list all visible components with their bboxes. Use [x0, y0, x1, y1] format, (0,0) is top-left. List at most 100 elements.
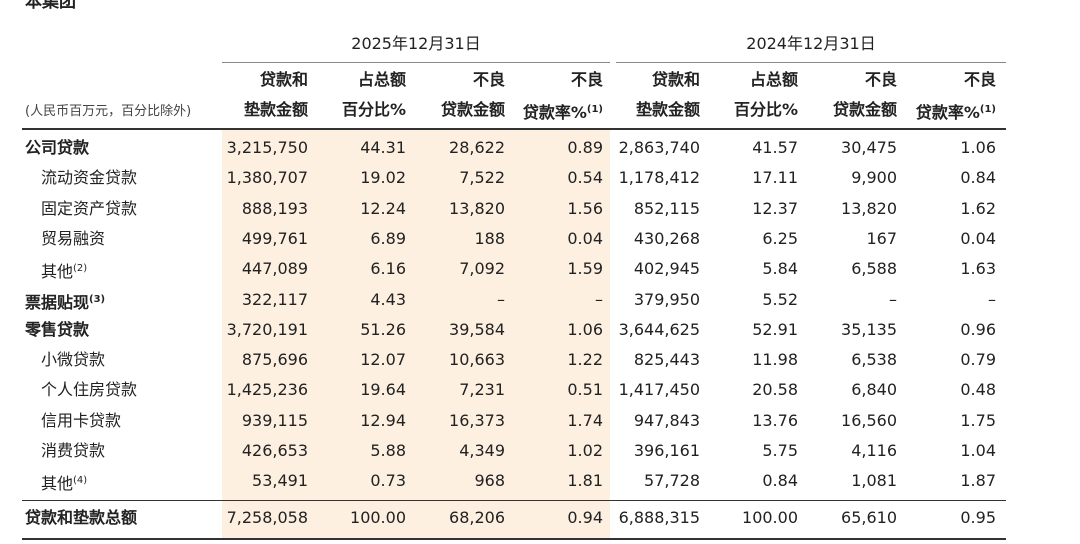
column-header-text: 贷款率%: [915, 103, 980, 122]
cell: 1.63: [960, 259, 996, 279]
column-header: 贷款金额: [395, 100, 505, 120]
column-header: 百分比%: [688, 100, 798, 120]
cell: 1,380,707: [226, 168, 308, 188]
row-label-text: 其他: [41, 262, 74, 282]
cell: 322,117: [241, 289, 308, 309]
cell: 16,373: [449, 410, 505, 430]
column-header: 垫款金额: [590, 100, 700, 120]
cell: 852,115: [633, 198, 700, 218]
cell: 1,417,450: [618, 380, 700, 400]
column-header-text: 不良: [864, 70, 897, 89]
column-header: 贷款和: [590, 70, 700, 90]
cell: 1.59: [567, 259, 603, 279]
cell: 1.56: [567, 198, 603, 218]
column-header: 百分比%: [296, 100, 406, 120]
cell: 402,945: [633, 259, 700, 279]
cell: 3,720,191: [226, 319, 308, 339]
cell: 41.57: [752, 138, 798, 157]
cell: 6.16: [370, 259, 406, 279]
cell: 1.06: [960, 138, 996, 157]
column-header-text: 百分比%: [733, 100, 798, 119]
cell: –: [595, 289, 603, 309]
cell: 12.07: [360, 350, 406, 370]
cell: 1.87: [960, 471, 996, 491]
footnote-ref: (4): [73, 475, 88, 487]
cell: 39,584: [449, 319, 505, 339]
row-label: 消费贷款: [41, 441, 105, 461]
column-header-text: 贷款和: [259, 70, 308, 89]
cell: 4.43: [370, 289, 406, 309]
cell: 0.94: [567, 508, 603, 527]
cell: 51.26: [360, 319, 406, 339]
row-label-text: 公司贷款: [25, 138, 90, 157]
cell: 825,443: [633, 350, 700, 370]
row-label: 其他(4): [41, 471, 87, 494]
cell: 499,761: [241, 228, 308, 248]
column-header-text: 占总额: [357, 70, 406, 89]
cell: 1.04: [960, 441, 996, 460]
cell: 939,115: [241, 410, 308, 430]
row-label: 贷款和垫款总额: [25, 508, 137, 528]
column-header-text: 不良: [472, 70, 505, 89]
cell: 53,491: [252, 471, 308, 491]
column-header: 贷款金额: [787, 100, 897, 120]
cell: 379,950: [633, 289, 700, 309]
row-label: 其他(2): [41, 259, 87, 282]
cell: 0.04: [960, 228, 996, 248]
cell: 1.06: [567, 319, 603, 339]
cell: 1,081: [851, 471, 897, 491]
cell: 0.84: [960, 168, 996, 188]
cell: 1,178,412: [618, 168, 700, 188]
cell: 0.54: [567, 168, 603, 188]
column-header: 不良: [493, 70, 603, 90]
cell: 875,696: [241, 350, 308, 370]
column-header-text: 垫款金额: [635, 100, 700, 119]
row-label: 信用卡贷款: [41, 411, 121, 431]
row-label: 贸易融资: [41, 229, 105, 249]
row-label: 小微贷款: [41, 350, 105, 370]
column-header-text: 贷款和: [651, 70, 700, 89]
cell: 0.84: [762, 471, 798, 491]
rule: [616, 62, 1006, 63]
row-label: 零售贷款: [25, 320, 89, 340]
cell: 100.00: [742, 508, 798, 527]
cell: 13,820: [449, 198, 505, 218]
cell: 19.02: [360, 168, 406, 188]
cell: 4,349: [459, 441, 505, 460]
row-label-text: 小微贷款: [41, 350, 106, 370]
column-header: 占总额: [296, 70, 406, 90]
row-label: 个人住房贷款: [41, 380, 137, 400]
rule: [222, 62, 610, 63]
column-header-text: 不良: [570, 70, 603, 89]
column-header: 贷款率%(1): [493, 100, 603, 123]
row-label: 票据贴现(3): [25, 290, 105, 313]
cell: 6,538: [851, 350, 897, 370]
cell: 1.02: [567, 441, 603, 460]
cell: 1.22: [567, 350, 603, 370]
cell: 7,231: [459, 380, 505, 400]
row-label-text: 零售贷款: [25, 319, 90, 339]
cell: 0.51: [567, 380, 603, 400]
column-header-text: 百分比%: [341, 100, 406, 119]
cell: 0.89: [567, 138, 603, 157]
column-header: 占总额: [688, 70, 798, 90]
cell: 5.88: [370, 441, 406, 460]
cell: 6.25: [762, 228, 798, 248]
cell: 1.74: [567, 410, 603, 430]
cell: 20.58: [752, 380, 798, 400]
row-label-text: 贷款和垫款总额: [25, 508, 138, 527]
row-label-text: 票据贴现: [25, 292, 90, 312]
cell: 0.79: [960, 350, 996, 370]
column-header-text: 垫款金额: [243, 100, 308, 119]
cell: 12.94: [360, 410, 406, 430]
rule: [22, 128, 1006, 130]
column-header-text: 贷款率%: [522, 103, 587, 122]
cell: 968: [474, 471, 505, 491]
row-label-text: 其他: [41, 474, 74, 494]
cell: 17.11: [752, 168, 798, 188]
cell: 44.31: [360, 138, 406, 157]
cell: 5.75: [762, 441, 798, 460]
cell: 188: [474, 228, 505, 248]
cell: 52.91: [752, 319, 798, 339]
cell: 426,653: [241, 441, 308, 460]
